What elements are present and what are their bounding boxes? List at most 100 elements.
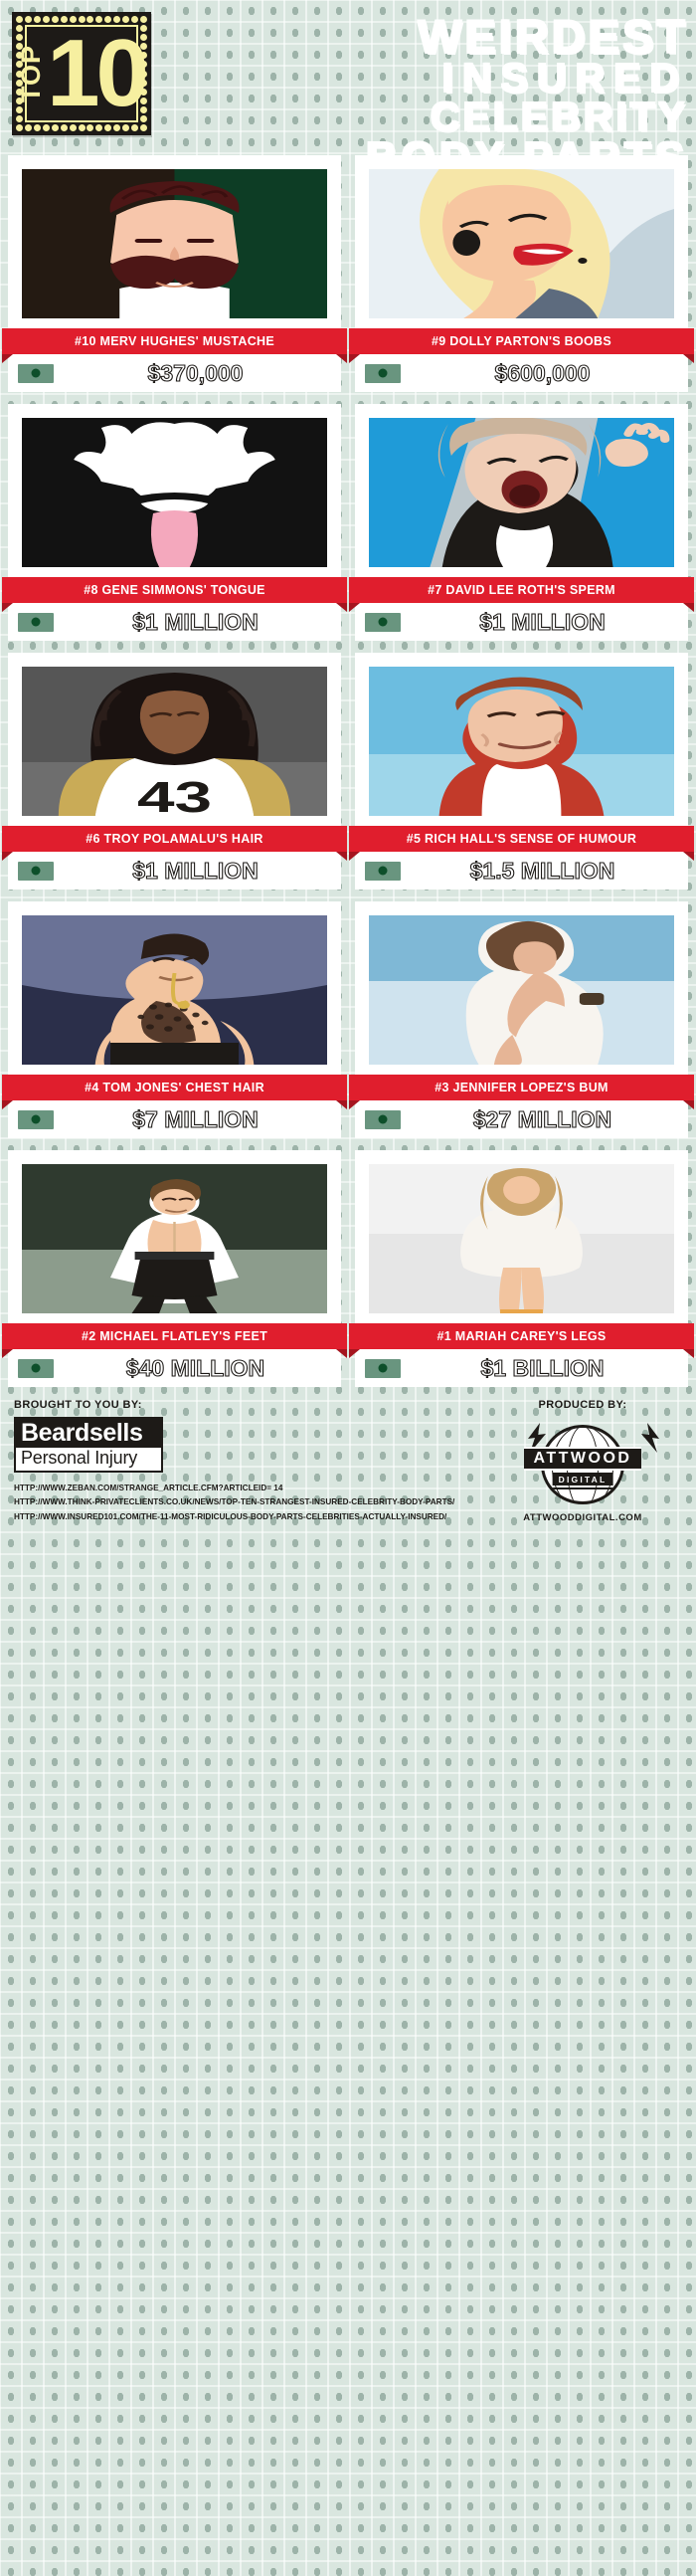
bulb (16, 70, 23, 78)
card-photo-frame (8, 901, 341, 1075)
bulb (140, 124, 147, 131)
illustration-rich-hall (369, 667, 674, 816)
money-note-icon (365, 1109, 401, 1129)
illustration-troy-polamalu: 43 (22, 667, 327, 816)
card-photo (22, 169, 327, 318)
celebrity-card: #5 RICH HALL'S SENSE OF HUMOUR $1.5 MILL… (349, 653, 694, 890)
card-ribbon: #9 DOLLY PARTON'S BOOBS (349, 328, 694, 363)
bulb (140, 61, 147, 69)
beardsells-logo: Beardsells Personal Injury (14, 1417, 163, 1474)
bulb (24, 16, 32, 23)
card-price-bar: $1 MILLION (355, 603, 688, 641)
bulb (131, 16, 139, 23)
card-photo-frame: 43 (8, 653, 341, 826)
beardsells-name: Beardsells (16, 1419, 161, 1449)
source-url[interactable]: HTTP://WWW.THINK-PRIVATECLIENTS.CO.UK/NE… (14, 1497, 455, 1507)
bulb (140, 97, 147, 104)
bulb (78, 124, 86, 131)
produced-by-label: PRODUCED BY: (538, 1399, 627, 1411)
title-text-2: INSURED (441, 55, 688, 101)
money-note-icon (18, 1358, 54, 1378)
card-ribbon: #6 TROY POLAMALU'S HAIR (2, 826, 347, 861)
bulb (16, 124, 23, 131)
globe-latitude-3 (544, 1487, 621, 1489)
bulb (16, 88, 23, 96)
title-text-3: CELEBRITY (430, 94, 688, 140)
footer-left: BROUGHT TO YOU BY: Beardsells Personal I… (14, 1399, 483, 1524)
celebrity-card: #1 MARIAH CAREY'S LEGS $1 BILLION (349, 1150, 694, 1387)
source-url[interactable]: HTTP://WWW.ZEBAN.COM/STRANGE_ARTICLE.CFM… (14, 1484, 283, 1493)
card-price: $1 MILLION (64, 858, 331, 882)
bulb (113, 16, 121, 23)
money-note-icon (365, 861, 401, 881)
card-price: $7 MILLION (64, 1106, 331, 1130)
footer: BROUGHT TO YOU BY: Beardsells Personal I… (0, 1387, 696, 1534)
bulb (16, 25, 23, 33)
bulb (95, 124, 103, 131)
celebrity-card: #2 MICHAEL FLATLEY'S FEET $40 MILLION (2, 1150, 347, 1387)
card-photo-frame (355, 155, 688, 328)
bulb (122, 124, 130, 131)
card-price-bar: $7 MILLION (8, 1100, 341, 1138)
illustration-merv-hughes (22, 169, 327, 318)
attwood-digital-logo: ATTWOOD DIGITAL (524, 1417, 659, 1506)
bulb (24, 124, 32, 131)
card-price: $370,000 (64, 360, 331, 384)
celebrity-card: #9 DOLLY PARTON'S BOOBS $600,000 (349, 155, 694, 392)
header: TOP 10 WEIRDEST INSURED CELEBRITY BODY P… (0, 0, 696, 180)
bulb (140, 43, 147, 51)
bulb (16, 52, 23, 60)
bulb (131, 124, 139, 131)
bulb (16, 79, 23, 87)
illustration-mariah-carey (369, 1164, 674, 1313)
bulb (42, 124, 50, 131)
money-note-icon (365, 1358, 401, 1378)
title-block: WEIRDEST INSURED CELEBRITY BODY PARTS (163, 10, 688, 180)
card-price: $600,000 (411, 360, 678, 384)
bulb (16, 97, 23, 104)
card-price: $1.5 MILLION (411, 858, 678, 882)
bulb (60, 124, 68, 131)
bulb (87, 16, 94, 23)
card-ribbon-label: #7 DAVID LEE ROTH'S SPERM (428, 583, 615, 597)
title-line-1: WEIRDEST (163, 10, 688, 63)
card-ribbon-label: #4 TOM JONES' CHEST HAIR (85, 1081, 264, 1094)
money-note-icon (18, 612, 54, 632)
bulb (16, 34, 23, 42)
bulb (140, 16, 147, 23)
bulb (104, 16, 112, 23)
card-photo-frame (355, 1150, 688, 1323)
bulb (140, 105, 147, 113)
attwood-name: ATTWOOD (524, 1447, 641, 1471)
bulb (140, 79, 147, 87)
bulb (33, 16, 41, 23)
title-text-1: WEIRDEST (417, 10, 688, 63)
bulb (87, 124, 94, 131)
badge-content: TOP 10 (16, 25, 149, 121)
bulb (16, 61, 23, 69)
bulb (140, 114, 147, 122)
card-ribbon: #10 MERV HUGHES' MUSTACHE (2, 328, 347, 363)
card-photo (369, 169, 674, 318)
bulb (33, 124, 41, 131)
card-photo-frame (355, 404, 688, 577)
bulb (104, 124, 112, 131)
bulb (16, 114, 23, 122)
card-price-bar: $27 MILLION (355, 1100, 688, 1138)
card-photo (369, 418, 674, 567)
bulb (16, 16, 23, 23)
card-price-bar: $40 MILLION (8, 1349, 341, 1387)
celebrity-card: 43 #6 TROY POLAMALU'S HAIR $1 MILLION (2, 653, 347, 890)
card-ribbon: #2 MICHAEL FLATLEY'S FEET (2, 1323, 347, 1358)
card-price: $1 MILLION (64, 609, 331, 633)
card-price-bar: $600,000 (355, 354, 688, 392)
illustration-dolly-parton (369, 169, 674, 318)
bulb (140, 34, 147, 42)
card-photo-frame (355, 901, 688, 1075)
bulb (51, 16, 59, 23)
card-ribbon-label: #5 RICH HALL'S SENSE OF HUMOUR (406, 832, 637, 846)
source-url[interactable]: HTTP://WWW.INSURED101.COM/THE-11-MOST-RI… (14, 1511, 447, 1521)
card-ribbon-label: #2 MICHAEL FLATLEY'S FEET (81, 1329, 268, 1343)
card-ribbon: #1 MARIAH CAREY'S LEGS (349, 1323, 694, 1358)
